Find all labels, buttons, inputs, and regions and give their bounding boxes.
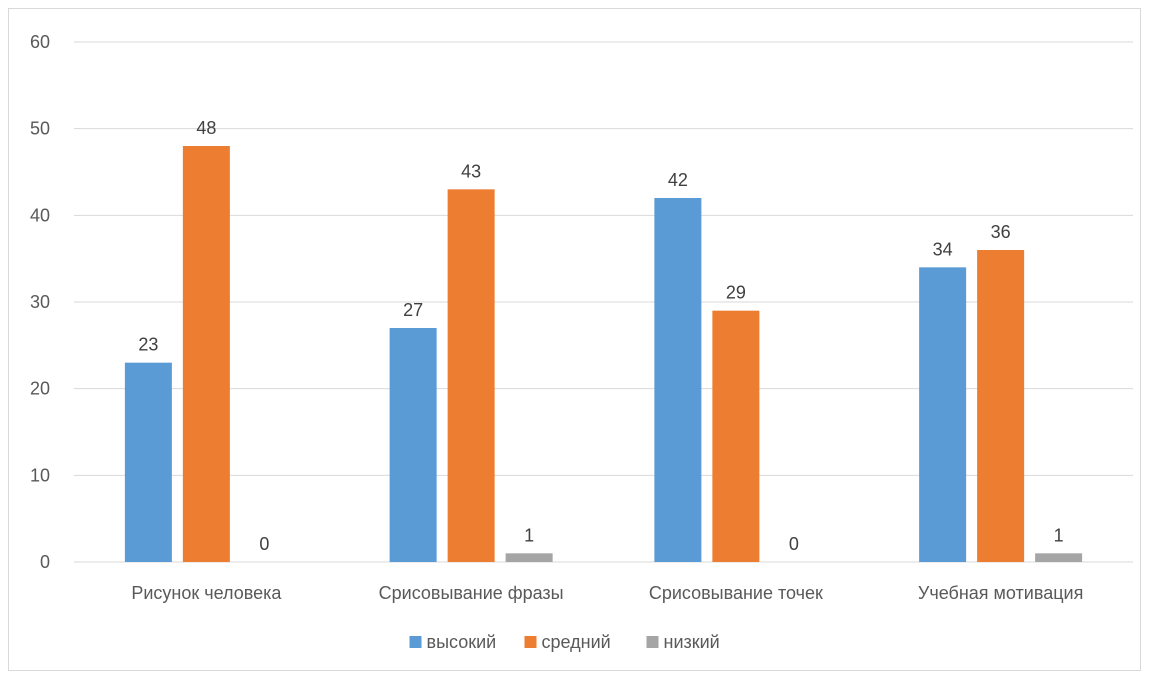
bar — [977, 250, 1025, 562]
data-label: 36 — [991, 222, 1011, 242]
category-label: Срисовывание точек — [649, 583, 823, 603]
data-label: 34 — [933, 239, 953, 259]
data-label: 27 — [403, 300, 423, 320]
data-label: 1 — [524, 525, 534, 545]
bar — [919, 267, 967, 562]
legend-label: средний — [542, 632, 611, 652]
bar — [389, 328, 437, 562]
category-label: Срисовывание фразы — [379, 583, 564, 603]
bar — [505, 553, 553, 562]
legend-swatch — [524, 636, 537, 648]
y-tick-label: 30 — [30, 292, 50, 312]
data-label: 29 — [726, 283, 746, 303]
y-tick-label: 20 — [30, 379, 50, 399]
legend-swatch — [409, 636, 422, 648]
y-tick-label: 50 — [30, 119, 50, 139]
y-tick-label: 40 — [30, 205, 50, 225]
legend-swatch — [646, 636, 659, 648]
category-label: Рисунок человека — [131, 583, 282, 603]
bar — [447, 189, 495, 563]
data-label: 42 — [668, 170, 688, 190]
legend-label: высокий — [427, 632, 497, 652]
y-tick-label: 60 — [30, 32, 50, 52]
data-label: 0 — [259, 534, 269, 554]
bar — [124, 362, 172, 562]
data-label: 48 — [196, 118, 216, 138]
legend-label: низкий — [664, 632, 720, 652]
data-label: 1 — [1054, 525, 1064, 545]
y-tick-label: 0 — [40, 552, 50, 572]
bar — [712, 310, 760, 562]
bar — [1035, 553, 1083, 562]
data-label: 0 — [789, 534, 799, 554]
bar — [182, 146, 230, 562]
data-label: 23 — [138, 335, 158, 355]
bar — [654, 198, 702, 562]
data-label: 43 — [461, 161, 481, 181]
category-label: Учебная мотивация — [918, 583, 1083, 603]
y-tick-label: 10 — [30, 465, 50, 485]
